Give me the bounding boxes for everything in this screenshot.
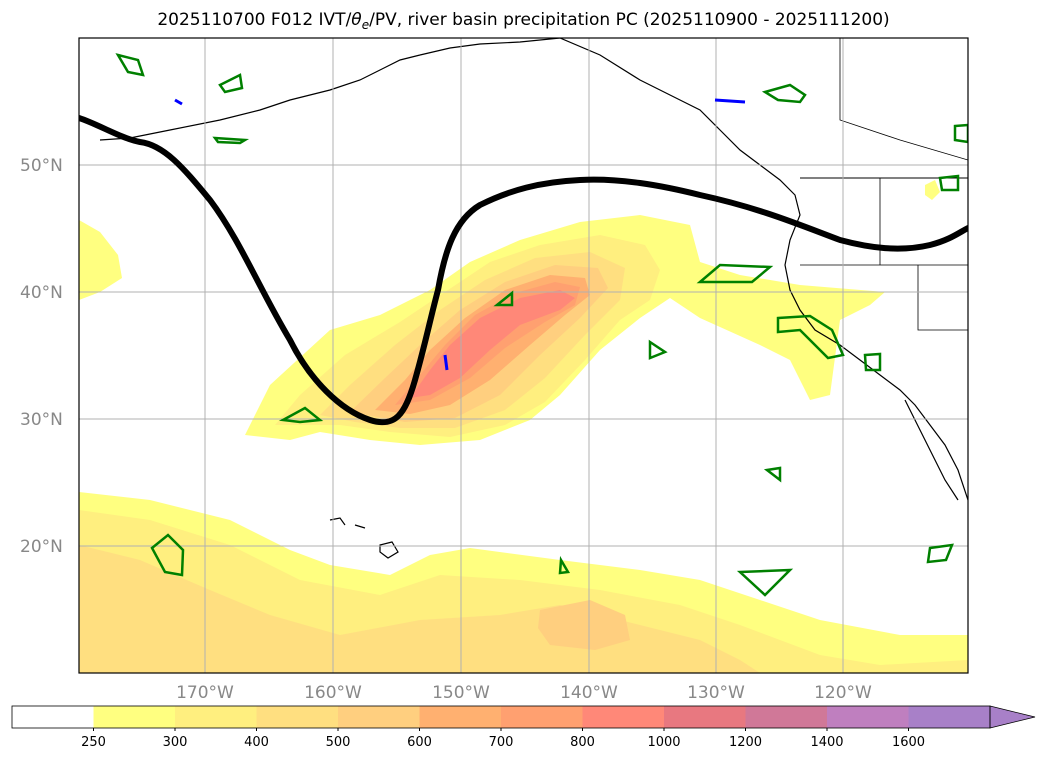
precip-polygon — [218, 73, 244, 94]
pv-blue-segment — [174, 98, 183, 106]
tropical-band — [79, 492, 968, 673]
lon-label: 170°W — [176, 683, 234, 703]
colorbar-tick-label: 500 — [326, 735, 351, 750]
colorbar-tick-label: 1400 — [810, 735, 843, 750]
precip-polygon — [150, 533, 185, 577]
us-states — [800, 38, 968, 331]
pv-blue-segment — [443, 354, 449, 371]
colorbar-swatch — [582, 706, 665, 728]
colorbar-swatch — [827, 706, 909, 728]
precip-outlines — [115, 53, 968, 597]
lat-labels: 50°N 40°N 30°N 20°N — [20, 156, 63, 557]
precip-polygon — [938, 174, 960, 192]
precip-polygon — [776, 314, 845, 360]
baja-coast — [904, 399, 959, 501]
colorbar-tick-label: 1000 — [647, 735, 680, 750]
precip-polygon — [558, 555, 571, 575]
precip-polygon — [696, 263, 774, 284]
precip-polygon — [115, 53, 145, 77]
precip-polygon — [736, 568, 794, 597]
colorbar-tick-label: 1600 — [892, 735, 925, 750]
colorbar-swatch — [908, 706, 991, 728]
colorbar: 250 300 400 500 600 700 800 1000 1200 1400 1600 — [11, 705, 1036, 750]
precip-polygon — [761, 83, 807, 104]
colorbar-tick-label: 300 — [163, 735, 188, 750]
precip-polygon — [953, 123, 968, 144]
colorbar-tick-label: 1200 — [729, 735, 762, 750]
map-panel — [79, 38, 968, 673]
precip-polygon — [648, 339, 668, 360]
lat-label: 20°N — [20, 537, 63, 557]
colorbar-swatch — [501, 706, 583, 728]
lat-label: 40°N — [20, 283, 63, 303]
title-prefix: 2025110700 F012 IVT/ — [157, 10, 352, 30]
pv-blue-segment — [714, 98, 746, 104]
pv-contour — [79, 115, 968, 426]
title-theta: θ — [351, 10, 362, 30]
precip-polygon — [212, 136, 250, 145]
colorbar-tick-label: 700 — [489, 735, 514, 750]
colorbar-tick-label: 250 — [81, 735, 106, 750]
colorbar-swatch — [419, 706, 502, 728]
colorbar-tick-label: 400 — [244, 735, 269, 750]
alaska-gulf-coast — [419, 38, 561, 56]
ivt-level-800 — [410, 290, 575, 398]
lon-label: 160°W — [304, 683, 362, 703]
ivt-west-patch — [79, 220, 122, 300]
lon-labels: 170°W 160°W 150°W 140°W 130°W 120°W — [176, 683, 872, 703]
precip-polygon — [863, 352, 882, 372]
colorbar-tick-label: 600 — [407, 735, 432, 750]
precip-polygon — [763, 466, 782, 483]
colorbar-swatch — [175, 706, 257, 728]
lat-label: 30°N — [20, 410, 63, 430]
ivt-shading — [79, 215, 885, 445]
north-america-coast — [559, 38, 968, 501]
precip-polygon — [926, 543, 954, 564]
colorbar-extend-arrow — [989, 705, 1036, 729]
lon-label: 130°W — [687, 683, 745, 703]
ivt-coastal-blob — [925, 180, 940, 200]
precip-polygon — [278, 406, 324, 424]
aleutian-coast — [99, 54, 421, 141]
title-suffix: /PV, river basin precipitation PC (20251… — [369, 10, 890, 30]
map-frame — [78, 37, 969, 674]
colorbar-swatch — [664, 706, 746, 728]
colorbar-swatch — [745, 706, 828, 728]
lon-label: 150°W — [432, 683, 490, 703]
coastlines — [99, 38, 968, 559]
colorbar-swatch — [256, 706, 339, 728]
colorbar-swatch — [338, 706, 420, 728]
title-theta-sub: e — [361, 18, 370, 33]
map-title: 2025110700 F012 IVT/θe/PV, river basin p… — [0, 10, 1047, 33]
tropical-level-500 — [538, 600, 630, 650]
colorbar-swatch — [12, 706, 94, 728]
lon-label: 120°W — [814, 683, 872, 703]
lon-label: 140°W — [560, 683, 618, 703]
precip-polygon — [493, 290, 514, 307]
graticule — [79, 38, 968, 673]
lat-label: 50°N — [20, 156, 63, 176]
colorbar-swatch — [93, 706, 176, 728]
pv-blue-features — [174, 98, 746, 371]
colorbar-tick-label: 800 — [570, 735, 595, 750]
